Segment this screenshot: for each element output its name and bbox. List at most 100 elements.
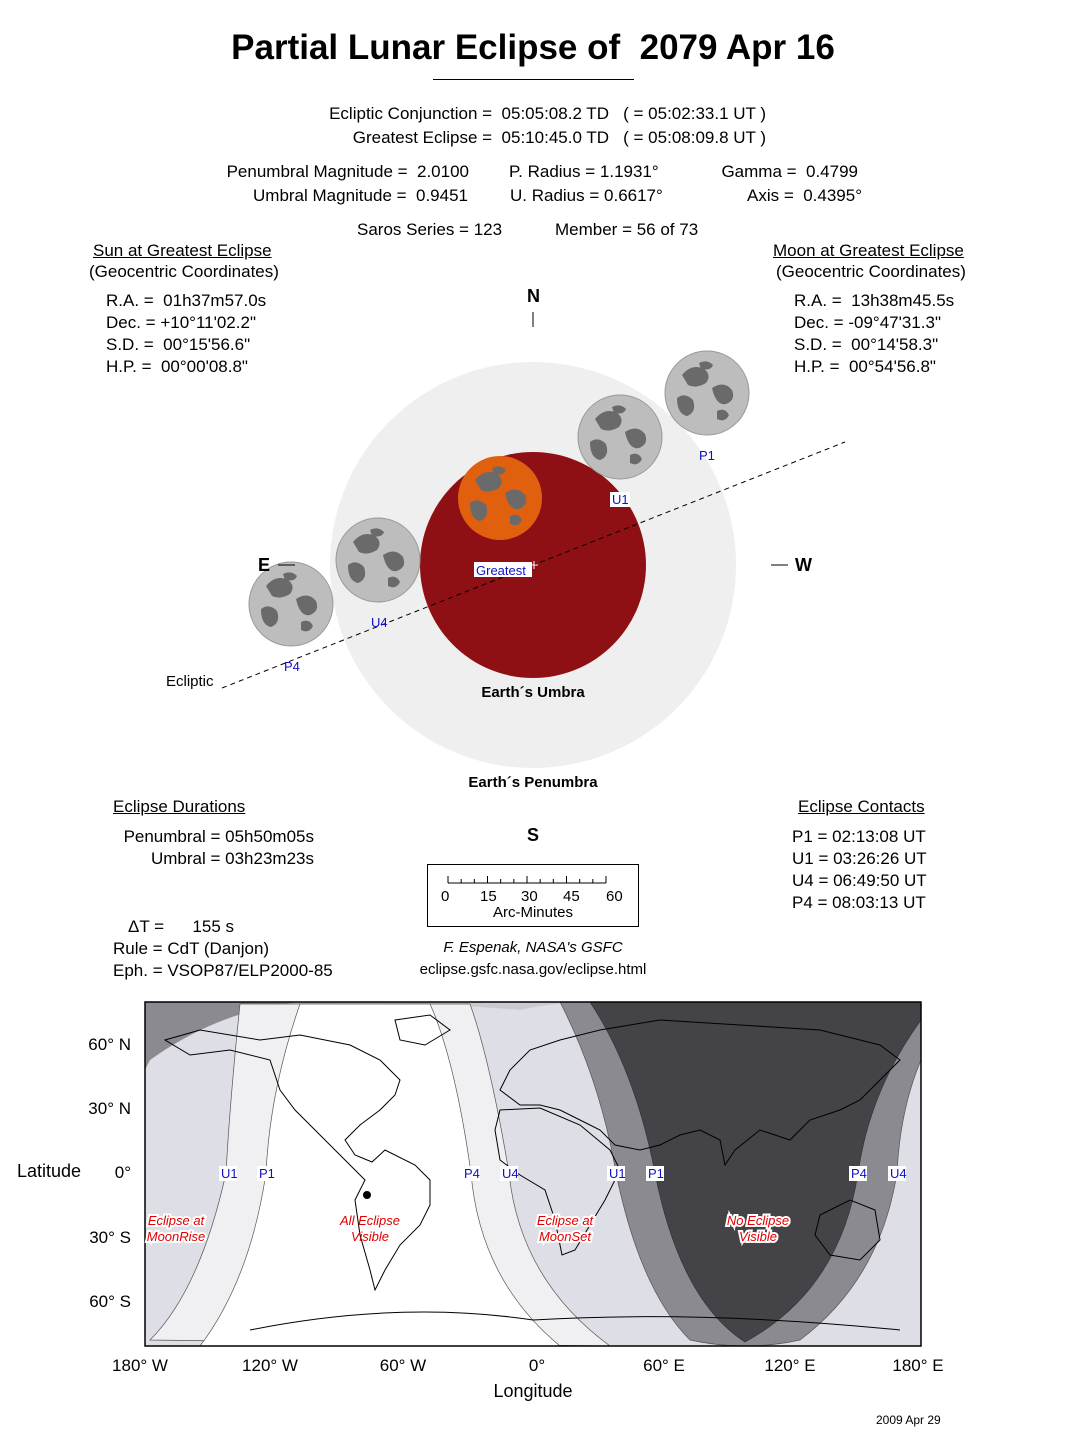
moon-subheading: (Geocentric Coordinates): [776, 262, 966, 281]
svg-text:P4: P4: [464, 1166, 480, 1181]
contact-u1: U1 = 03:26:26 UT: [792, 849, 927, 868]
south-label: S: [527, 825, 540, 845]
p-radius: P. Radius = 1.1931°: [509, 162, 659, 181]
map-contact-label: P4: [849, 1166, 867, 1181]
moon-hp: H.P. = 00°54'56.8": [794, 357, 936, 376]
svg-text:P1: P1: [259, 1166, 275, 1181]
moon-p4: [248, 561, 334, 647]
lon-tick-0: 0°: [528, 1356, 546, 1375]
svg-text:P4: P4: [851, 1166, 867, 1181]
map-contact-label: P1: [257, 1166, 275, 1181]
map-region-label: MoonSet: [539, 1229, 592, 1244]
eclipse-diagram: Greatest P1 U1 U4 P4: [221, 312, 846, 768]
sun-subheading: (Geocentric Coordinates): [89, 262, 279, 281]
map-region-label: Eclipse at: [537, 1213, 595, 1228]
map-frame: [144, 1001, 922, 1347]
map-region-label: All Eclipse: [339, 1213, 400, 1228]
lon-tick-180w: 180° W: [112, 1356, 168, 1375]
page-title: Partial Lunar Eclipse of 2079 Apr 16: [231, 28, 835, 67]
scale-unit: Arc-Minutes: [492, 904, 574, 921]
lat-tick-60s: 60° S: [89, 1292, 131, 1311]
contact-label-u1: U1: [612, 492, 629, 507]
lon-tick-120e: 120° E: [764, 1356, 816, 1375]
umbral-magnitude: Umbral Magnitude = 0.9451: [253, 186, 468, 205]
umbra-label: Earth´s Umbra: [481, 684, 585, 701]
moon-sd: S.D. = 00°14'58.3": [794, 335, 939, 354]
durations-heading: Eclipse Durations: [113, 797, 246, 816]
sun-hp: H.P. = 00°00'08.8": [106, 357, 248, 376]
scale-bar: [447, 876, 607, 884]
umbral-duration: Umbral = 03h23m23s: [150, 849, 314, 868]
svg-text:U1: U1: [221, 1166, 238, 1181]
ephemeris: Eph. = VSOP87/ELP2000-85: [113, 961, 333, 980]
moon-ra: R.A. = 13h38m45.5s: [794, 291, 955, 310]
lat-tick-0: 0°: [114, 1163, 131, 1182]
sun-dec: Dec. = +10°11'02.2": [106, 313, 256, 332]
lat-tick-60n: 60° N: [88, 1035, 131, 1054]
svg-text:U4: U4: [502, 1166, 519, 1181]
sun-heading: Sun at Greatest Eclipse: [93, 241, 272, 260]
moon-heading: Moon at Greatest Eclipse: [773, 241, 964, 260]
saros-series: Saros Series = 123: [357, 220, 503, 239]
sun-sd: S.D. = 00°15'56.6": [106, 335, 251, 354]
contact-label-u4: U4: [371, 615, 388, 630]
ecliptic-label: Ecliptic: [166, 673, 214, 690]
map-region-label: Visible: [351, 1229, 389, 1244]
gamma: Gamma = 0.4799: [721, 162, 858, 181]
east-label: E: [258, 555, 271, 575]
scale-bar-box: 0 15 30 45 60 Arc-Minutes: [427, 864, 639, 927]
map-contact-label: P4: [462, 1166, 480, 1181]
map-region-label: Visible: [739, 1229, 777, 1244]
no-eclipse-region: [589, 1002, 921, 1343]
rule: Rule = CdT (Danjon): [113, 939, 270, 958]
greatest-label: Greatest: [476, 563, 526, 578]
map-contact-label: U4: [500, 1166, 519, 1181]
scale-tick-15: 15: [480, 888, 497, 905]
penumbral-duration: Penumbral = 05h50m05s: [123, 827, 314, 846]
north-label: N: [527, 286, 540, 306]
map-region-label: MoonRise: [147, 1229, 206, 1244]
svg-text:U4: U4: [890, 1166, 907, 1181]
saros-member: Member = 56 of 73: [555, 220, 699, 239]
moon-greatest: [458, 456, 542, 540]
scale-tick-45: 45: [563, 888, 580, 905]
scale-tick-30: 30: [521, 888, 538, 905]
scale-tick-0: 0: [441, 888, 450, 905]
axis: Axis = 0.4395°: [746, 186, 862, 205]
contact-u4: U4 = 06:49:50 UT: [792, 871, 927, 890]
greatest-time: Greatest Eclipse = 05:10:45.0 TD ( = 05:…: [352, 128, 766, 147]
lon-tick-120w: 120° W: [242, 1356, 298, 1375]
contact-p4: P4 = 08:03:13 UT: [792, 893, 926, 912]
lat-tick-30n: 30° N: [88, 1099, 131, 1118]
moon-dec: Dec. = -09°47'31.3": [794, 313, 941, 332]
contact-p1: P1 = 02:13:08 UT: [792, 827, 926, 846]
coastlines: [163, 1014, 901, 1331]
moon-u1: [577, 394, 663, 480]
penumbral-magnitude: Penumbral Magnitude = 2.0100: [226, 162, 469, 181]
contact-label-p4: P4: [284, 659, 300, 674]
latitude-label: Latitude: [17, 1161, 82, 1181]
penumbra-label: Earth´s Penumbra: [468, 774, 598, 791]
scale-tick-60: 60: [606, 888, 623, 905]
svg-text:U1: U1: [609, 1166, 626, 1181]
moon-p1: [664, 350, 750, 436]
title-underline: [433, 79, 634, 80]
source-url: eclipse.gsfc.nasa.gov/eclipse.html: [419, 961, 647, 978]
lat-tick-30s: 30° S: [89, 1228, 131, 1247]
contact-label-p1: P1: [699, 448, 715, 463]
map-contact-label: P1: [646, 1166, 664, 1181]
delta-t: ΔT = 155 s: [128, 917, 235, 936]
credit: F. Espenak, NASA's GSFC: [443, 939, 623, 956]
map-contact-label: U1: [607, 1166, 626, 1181]
lon-tick-180e: 180° E: [892, 1356, 944, 1375]
map-region-label: Eclipse at: [148, 1213, 206, 1228]
u-radius: U. Radius = 0.6617°: [510, 186, 663, 205]
map-contact-label: U1: [219, 1166, 238, 1181]
moon-u4: [335, 517, 421, 603]
sun-ra: R.A. = 01h37m57.0s: [106, 291, 267, 310]
lon-tick-60w: 60° W: [379, 1356, 427, 1375]
contacts-heading: Eclipse Contacts: [798, 797, 925, 816]
svg-text:P1: P1: [648, 1166, 664, 1181]
